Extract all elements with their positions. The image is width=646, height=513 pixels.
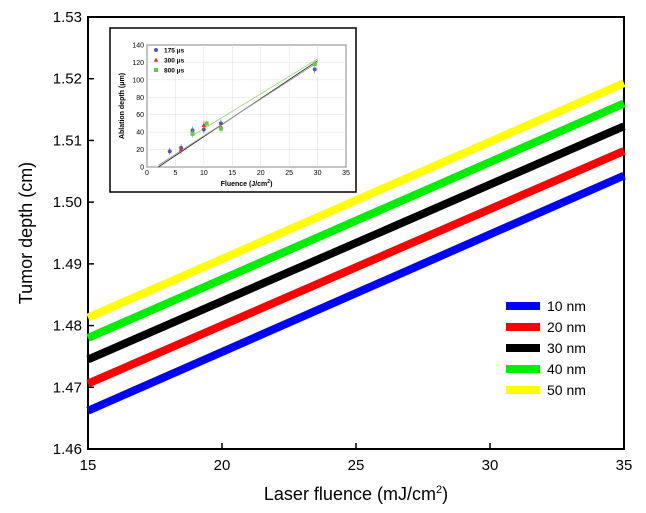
inset-y-tick-label: 100 [132,77,144,84]
inset-x-tick-label: 0 [145,170,149,177]
inset-y-tick-label: 140 [132,43,144,50]
inset-y-tick-label: 40 [136,130,144,137]
x-tick-label: 25 [348,457,365,474]
inset-y-tick-label: 60 [136,112,144,119]
legend-label: 40 nm [547,361,586,377]
inset-y-tick-label: 80 [136,95,144,102]
inset-x-tick-label: 30 [314,170,322,177]
x-tick-label: 30 [482,457,499,474]
inset-point [201,127,206,132]
series-line-50-nm [86,79,626,322]
inset-data-points [167,60,317,156]
inset-x-tick-label: 35 [342,170,350,177]
y-tick-label: 1.48 [53,318,82,335]
inset-x-tick-label: 25 [285,170,293,177]
inset-axis-ticks: 0 5 10 15 20 25 30 35 0 20 40 60 80 100 120 140 [132,43,350,178]
y-tick-label: 1.51 [53,132,82,149]
inset-point [178,147,184,152]
y-tick-label: 1.53 [53,9,82,26]
legend-label: 10 nm [547,298,586,314]
y-tick-label: 1.46 [53,441,82,458]
inset-point [312,62,317,67]
y-tick-label: 1.50 [53,194,82,211]
inset-point [190,131,195,136]
inset-legend-marker [153,57,159,62]
y-tick-label: 1.52 [53,71,82,88]
inset-x-tick-label: 20 [257,170,265,177]
inset-legend-marker [154,48,158,52]
inset-legend-marker [154,68,158,72]
inset-y-tick-label: 20 [136,147,144,154]
inset-point [201,122,207,127]
x-tick-label: 35 [616,457,633,474]
inset-fit-line [158,62,318,166]
series-line-40-nm [86,99,626,342]
inset-fit-line [192,58,318,136]
inset-y-axis-title: Ablation depth (μm) [119,73,126,139]
inset-point [204,121,209,126]
legend: 10 nm 20 nm 30 nm 40 nm 50 nm [506,298,586,398]
inset-fit-lines [158,58,318,168]
legend-label: 50 nm [547,382,586,398]
x-tick-label: 15 [80,457,97,474]
inset-x-tick-label: 5 [173,170,177,177]
inset-y-tick-label: 120 [132,60,144,67]
y-axis-title: Tumor depth (cm) [16,162,36,304]
inset-point [167,149,172,154]
inset-y-tick-label: 0 [140,165,144,172]
inset-legend-label: 175 μs [164,47,185,54]
inset-x-axis-title: Fluence (J/cm2) [221,179,273,188]
inset-gridlines [146,44,347,168]
inset-point [312,67,317,72]
inset-x-tick-label: 15 [228,170,236,177]
legend-label: 20 nm [547,319,586,335]
x-tick-label: 20 [214,457,231,474]
series-lines [86,79,626,415]
series-line-30-nm [86,122,626,364]
inset-chart: 0 5 10 15 20 25 30 35 0 20 40 60 80 100 120 140 175 μs 3… [109,27,357,193]
inset-legend-label: 300 μs [164,57,185,64]
y-tick-label: 1.49 [53,256,82,273]
x-axis-title: Laser fluence (mJ/cm2) [264,484,448,504]
inset-legend-label: 800 μs [164,67,185,74]
inset-x-tick-label: 10 [200,170,208,177]
y-tick-label: 1.47 [53,379,82,396]
axis-ticks: 15 20 25 30 35 1.46 1.47 1.48 1.49 1.50 1.51 1.52 1.… [53,9,633,474]
main-plot: 15 20 25 30 35 1.46 1.47 1.48 1.49 1.50 1.51 1.52 1.… [16,9,632,504]
series-line-10-nm [86,171,626,415]
inset-point [218,126,223,131]
series-line-20-nm [86,147,626,388]
legend-label: 30 nm [547,340,586,356]
inset-legend: 175 μs 300 μs 800 μs [153,47,185,74]
